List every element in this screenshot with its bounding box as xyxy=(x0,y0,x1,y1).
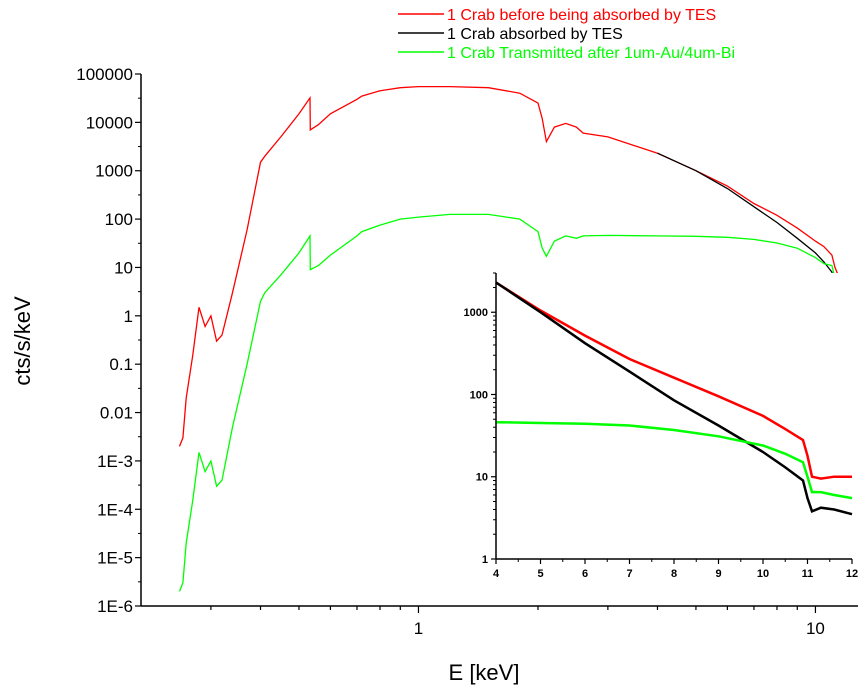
inset-y-tick-label: 10 xyxy=(476,472,488,484)
y-tick-label: 100000 xyxy=(76,65,133,84)
x-tick-label: 10 xyxy=(806,619,825,638)
y-tick-label: 1E-5 xyxy=(97,549,133,568)
y-tick-label: 10000 xyxy=(86,113,133,132)
y-axis-label: cts/s/keV xyxy=(10,296,35,386)
main-chart: 1E-6 1E-5 1E-4 1E-3 0.01 0.1 1 10 100 1000 10000 10… xyxy=(10,65,858,685)
main-tick-labels: 1E-6 1E-5 1E-4 1E-3 0.01 0.1 1 10 100 1000 10000 10… xyxy=(76,65,825,638)
inset-series-2-line xyxy=(495,420,853,500)
y-tick-label: 0.1 xyxy=(109,355,133,374)
main-axes xyxy=(135,73,858,613)
y-tick-label: 1000 xyxy=(95,162,133,181)
inset-background xyxy=(496,273,854,559)
legend-label-0: 1 Crab before being absorbed by TES xyxy=(447,7,716,24)
y-tick-label: 1E-4 xyxy=(97,500,133,519)
inset-x-tick-label: 11 xyxy=(802,568,814,580)
x-tick-label: 1 xyxy=(414,619,423,638)
legend-label-2: 1 Crab Transmitted after 1um-Au/4um-Bi xyxy=(447,45,735,62)
inset-x-tick-label: 12 xyxy=(846,568,858,580)
y-tick-label: 10 xyxy=(114,258,133,277)
inset-series-group xyxy=(495,281,853,516)
inset-series-1-line xyxy=(495,281,853,516)
inset-x-tick-label: 7 xyxy=(626,568,632,580)
inset-chart: 1 10 100 1000 4 5 6 7 8 9 10 11 12 xyxy=(464,272,859,580)
y-tick-label: 0.01 xyxy=(100,404,133,423)
inset-y-tick-label: 1000 xyxy=(464,307,488,319)
inset-x-tick-label: 8 xyxy=(671,568,677,580)
main-series-0-line xyxy=(178,85,848,447)
y-tick-label: 1 xyxy=(124,307,133,326)
x-axis-label: E [keV] xyxy=(449,660,520,685)
inset-x-tick-label: 4 xyxy=(493,568,500,580)
inset-x-tick-label: 5 xyxy=(537,568,543,580)
y-tick-label: 100 xyxy=(105,210,133,229)
legend-label-1: 1 Crab absorbed by TES xyxy=(447,26,623,43)
legend: 1 Crab before being absorbed by TES 1 Cra… xyxy=(398,7,735,62)
inset-x-tick-label: 10 xyxy=(757,568,769,580)
inset-series-0-line xyxy=(495,281,852,480)
main-series-2-line xyxy=(178,213,848,592)
inset-tick-labels: 1 10 100 1000 4 5 6 7 8 9 10 11 12 xyxy=(464,307,859,580)
inset-x-tick-label: 6 xyxy=(582,568,588,580)
y-tick-label: 1E-3 xyxy=(97,452,133,471)
inset-y-tick-label: 1 xyxy=(482,554,488,566)
inset-y-tick-label: 100 xyxy=(470,389,488,401)
inset-x-tick-label: 9 xyxy=(715,568,721,580)
inset-axes xyxy=(491,272,853,564)
y-tick-label: 1E-6 xyxy=(97,597,133,616)
